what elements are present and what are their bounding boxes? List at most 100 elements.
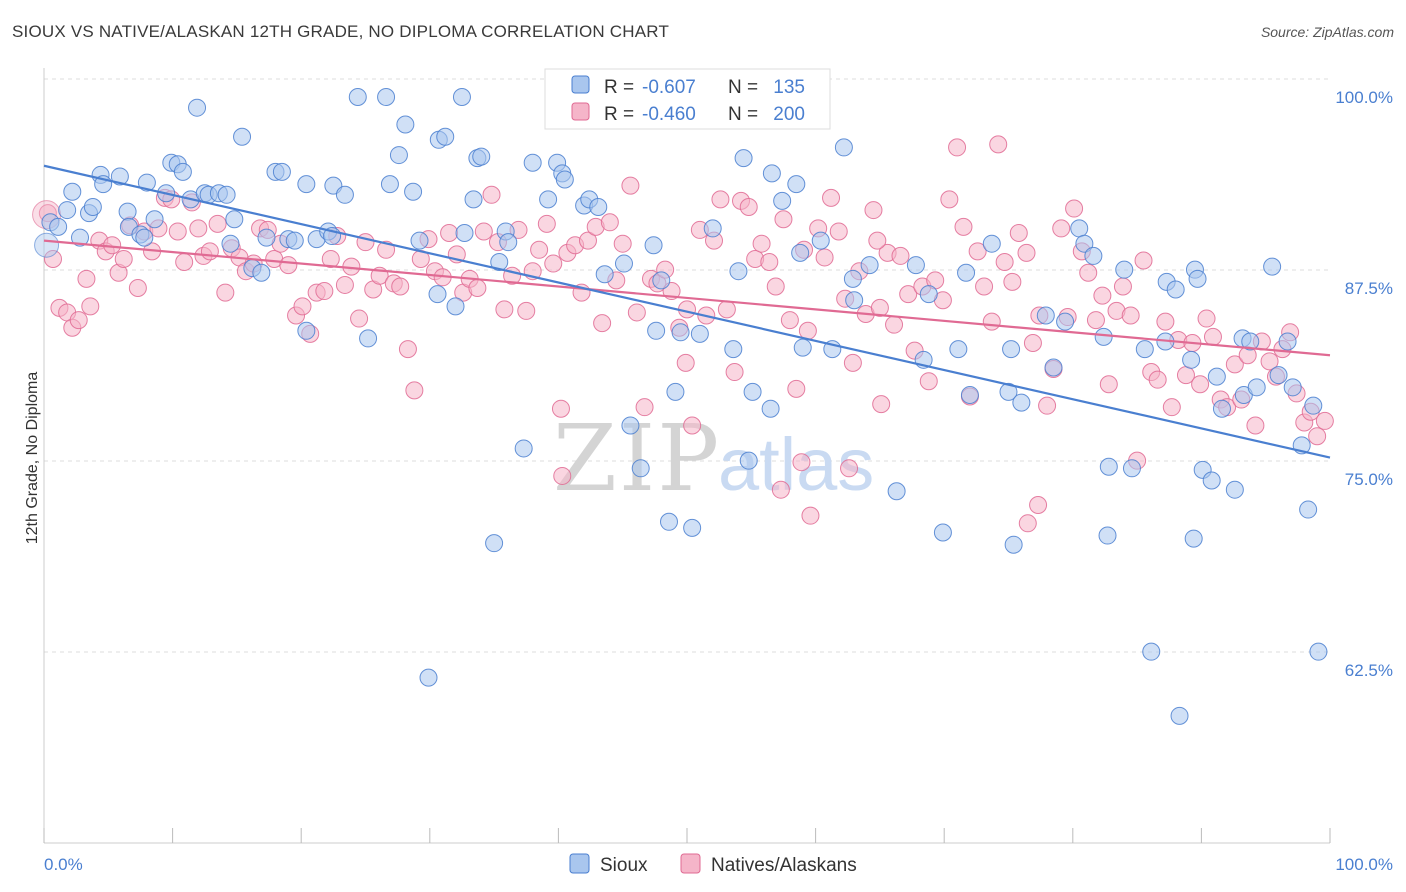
data-point: [380, 175, 399, 194]
data-point: [272, 162, 291, 181]
data-point: [631, 459, 650, 478]
data-point: [221, 234, 240, 253]
data-point: [110, 167, 129, 186]
legend-r-value-natives: -0.460: [642, 104, 696, 125]
data-point: [739, 198, 758, 217]
data-point: [257, 228, 276, 247]
data-point: [593, 314, 612, 333]
data-point: [791, 243, 810, 262]
data-point: [999, 382, 1018, 401]
data-point: [514, 439, 533, 458]
data-point: [335, 185, 354, 204]
data-point: [404, 182, 423, 201]
data-point: [774, 210, 793, 229]
legend-r-label-sioux: R =: [604, 77, 634, 98]
data-point: [297, 175, 316, 194]
legend-bottom-label-natives: Natives/Alaskans: [711, 855, 857, 876]
data-point: [666, 382, 685, 401]
legend-n-label-natives: N =: [728, 104, 758, 125]
data-point: [482, 185, 501, 204]
data-point: [734, 149, 753, 168]
data-point: [1009, 223, 1028, 242]
data-point: [1070, 219, 1089, 238]
trend-line-sioux: [43, 164, 1331, 459]
data-point: [771, 480, 790, 499]
data-point: [729, 262, 748, 281]
data-point: [919, 372, 938, 391]
source-label: Source: ZipAtlas.com: [1260, 24, 1394, 40]
data-point: [315, 282, 334, 301]
data-point: [1135, 340, 1154, 359]
data-point: [1018, 514, 1037, 533]
data-point: [1184, 529, 1203, 548]
data-point: [845, 291, 864, 310]
data-point: [762, 164, 781, 183]
data-point: [495, 300, 514, 319]
x-tick-label-max: 100.0%: [1335, 855, 1393, 874]
data-point: [377, 88, 396, 106]
data-point: [189, 219, 208, 238]
legend-swatch-natives: [571, 102, 590, 121]
data-point: [614, 254, 633, 273]
data-point: [128, 279, 147, 297]
data-point: [1170, 706, 1189, 725]
data-point: [396, 115, 415, 134]
data-point: [83, 198, 102, 217]
data-point: [995, 253, 1014, 272]
data-point: [627, 303, 646, 322]
data-point: [822, 188, 841, 207]
data-point: [1148, 370, 1167, 389]
data-point: [1142, 642, 1161, 661]
data-point: [743, 382, 762, 401]
data-point: [1052, 219, 1071, 238]
data-point: [1191, 375, 1210, 394]
data-point-cluster: [34, 232, 60, 258]
trend-line-natives: [43, 239, 1331, 357]
y-axis-label: 12th Grade, No Diploma: [24, 372, 41, 545]
data-point: [490, 253, 509, 272]
legend-n-value-natives: 200: [773, 104, 805, 125]
data-point: [410, 231, 429, 250]
data-point: [589, 198, 608, 217]
data-point: [652, 271, 671, 290]
data-point: [1263, 257, 1282, 276]
data-point: [114, 249, 133, 268]
data-point: [683, 416, 702, 435]
data-point: [868, 231, 887, 250]
data-point: [356, 233, 375, 252]
data-point: [440, 223, 459, 242]
data-point: [760, 253, 779, 272]
data-point: [455, 223, 474, 242]
data-point: [1134, 251, 1153, 270]
data-point: [811, 231, 830, 250]
data-point: [1283, 378, 1302, 397]
data-point: [725, 363, 744, 382]
data-point: [711, 190, 730, 209]
data-point: [348, 88, 367, 106]
data-point: [1241, 332, 1260, 351]
data-point: [793, 338, 812, 357]
data-point: [1225, 480, 1244, 499]
data-point: [1003, 272, 1022, 291]
data-point: [1166, 280, 1185, 299]
y-tick-labels: 62.5% 75.0% 87.5% 100.0%: [1335, 88, 1393, 680]
data-point: [452, 88, 471, 106]
data-point: [1203, 327, 1222, 346]
data-point: [216, 283, 235, 302]
data-point: [188, 98, 207, 117]
data-point: [843, 269, 862, 288]
data-point: [321, 249, 340, 268]
data-point: [1113, 277, 1132, 296]
data-point: [787, 379, 806, 398]
data-point: [335, 275, 354, 294]
legend-n-value-sioux: 135: [773, 77, 805, 98]
data-point: [436, 127, 455, 146]
data-point: [468, 279, 487, 297]
data-point: [544, 254, 563, 273]
data-point: [933, 523, 952, 542]
data-point: [975, 277, 994, 296]
data-point: [739, 451, 758, 470]
data-point: [1247, 378, 1266, 397]
data-point: [815, 248, 834, 267]
legend-bottom-swatch-sioux: [569, 853, 590, 874]
